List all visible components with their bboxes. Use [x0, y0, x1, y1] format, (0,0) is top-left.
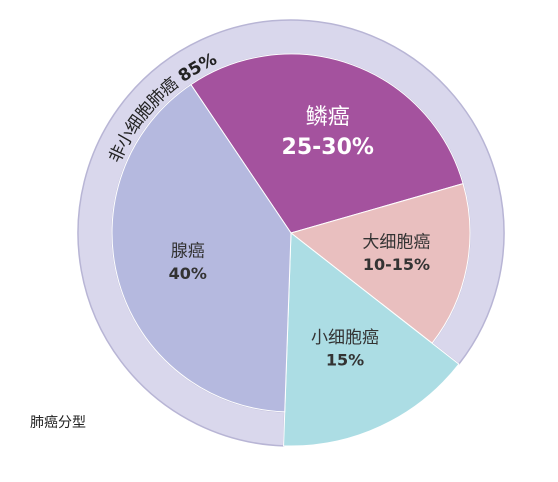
slice-value-label: 40%	[169, 264, 207, 283]
slice-label: 大细胞癌	[362, 232, 430, 252]
slice-value-label: 25-30%	[282, 135, 374, 160]
pie-slice	[289, 183, 471, 344]
slice-label: 小细胞癌	[311, 328, 379, 348]
pie-slice	[111, 83, 292, 413]
pie-slice	[283, 232, 460, 447]
caption: 肺癌分型	[30, 415, 86, 431]
pie-slice	[190, 53, 464, 234]
slice-label: 腺癌	[171, 242, 205, 262]
slice-value-label: 10-15%	[363, 255, 430, 274]
slice-value-label: 15%	[326, 350, 364, 369]
slice-label: 鳞癌	[306, 105, 350, 130]
